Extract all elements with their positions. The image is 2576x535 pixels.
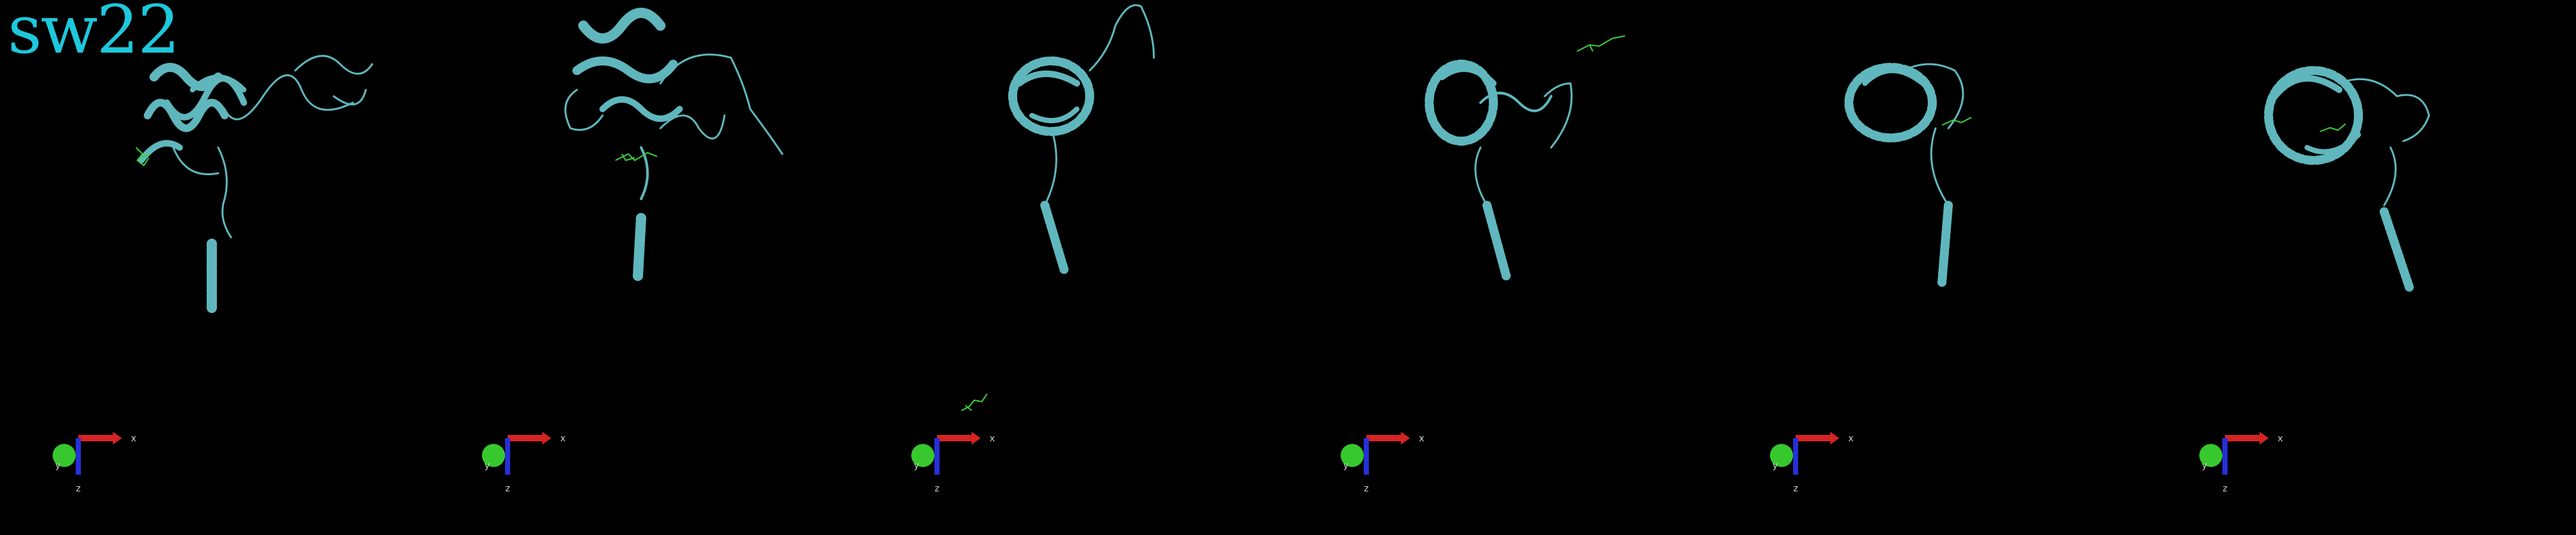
molecule-render-1: x y z [53, 55, 374, 494]
svg-text:x: x [2278, 434, 2283, 444]
protein-ribbon [564, 8, 784, 281]
frame-panel-4: x y z [1288, 0, 1717, 535]
ligand-sticks [961, 393, 988, 411]
svg-text:z: z [934, 484, 939, 494]
ligand-sticks [2319, 123, 2346, 132]
svg-text:y: y [55, 461, 60, 471]
axes-indicator-2: x y z [482, 432, 565, 494]
axes-indicator-3: x y z [911, 432, 995, 494]
svg-text:x: x [1419, 434, 1424, 444]
axes-indicator-1: x y z [53, 432, 136, 494]
frame-panel-5: x y z [1717, 0, 2147, 535]
svg-text:z: z [1364, 484, 1368, 494]
svg-text:z: z [1793, 484, 1798, 494]
svg-text:z: z [505, 484, 510, 494]
axes-indicator-5: x y z [1770, 432, 1853, 494]
svg-text:y: y [1773, 461, 1778, 471]
svg-text:x: x [990, 434, 995, 444]
molecule-render-6: x y z [2199, 66, 2430, 494]
ligand-sticks [1941, 117, 1972, 126]
svg-text:z: z [76, 484, 80, 494]
title-label: sw22 [8, 0, 180, 69]
ligand-sticks [615, 151, 658, 162]
svg-text:y: y [914, 461, 919, 471]
protein-ribbon [2264, 66, 2430, 293]
svg-text:x: x [131, 434, 136, 444]
protein-ribbon [1425, 60, 1573, 280]
svg-text:x: x [560, 434, 565, 444]
frame-panel-3: x y z [859, 0, 1288, 535]
ligand-sticks [135, 147, 151, 167]
axes-indicator-6: x y z [2199, 432, 2283, 494]
protein-ribbon [1008, 4, 1155, 274]
molecule-render-3: x y z [911, 4, 1155, 494]
svg-text:z: z [2222, 484, 2227, 494]
axes-indicator-4: x y z [1341, 432, 1424, 494]
svg-text:y: y [1343, 461, 1348, 471]
svg-text:y: y [485, 461, 490, 471]
molecule-render-5: x y z [1770, 63, 1972, 494]
ligand-sticks [1576, 35, 1626, 52]
protein-ribbon [1844, 63, 1964, 287]
molecule-render-2: x y z [482, 8, 784, 494]
frame-panel-6: x y z [2147, 0, 2576, 535]
svg-text:x: x [1848, 434, 1853, 444]
molecule-render-4: x y z [1341, 35, 1626, 494]
svg-text:y: y [2202, 461, 2207, 471]
frame-panel-2: x y z [429, 0, 859, 535]
frame-panel-1: x y z [0, 0, 429, 535]
protein-ribbon [138, 55, 374, 313]
